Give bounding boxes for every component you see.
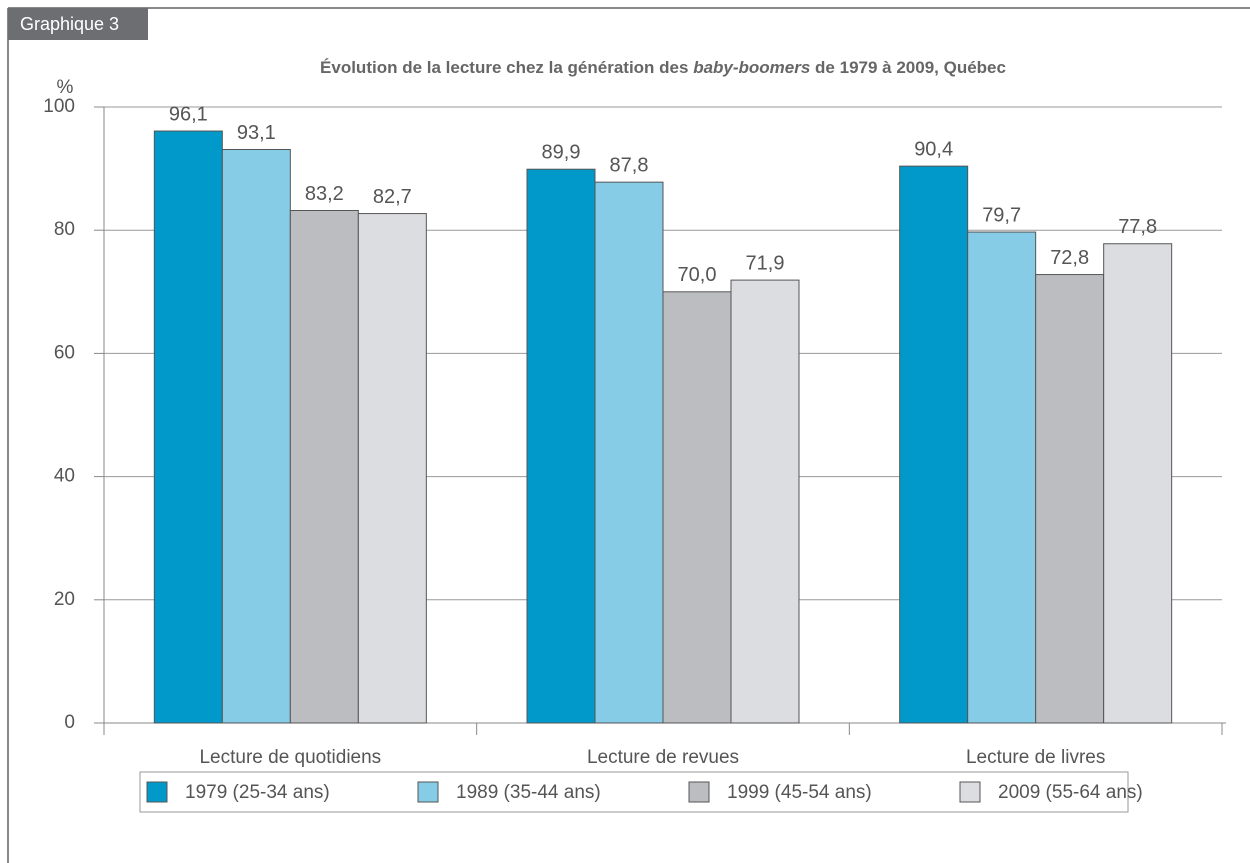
- value-label: 87,8: [610, 154, 649, 176]
- legend-label: 1979 (25-34 ans): [185, 782, 330, 803]
- value-label: 96,1: [169, 103, 208, 125]
- bar: [662, 291, 732, 724]
- bar: [289, 209, 359, 724]
- legend-label: 2009 (55-64 ans): [998, 782, 1143, 803]
- bar: [899, 165, 969, 724]
- legend-swatch: [417, 781, 439, 803]
- legend-swatch: [959, 781, 981, 803]
- y-axis-label: %: [57, 77, 74, 98]
- legend-label: 1999 (45-54 ans): [727, 782, 872, 803]
- bar: [153, 130, 223, 724]
- y-tick-label: 20: [54, 589, 75, 610]
- bar: [1035, 274, 1105, 724]
- value-label: 71,9: [746, 252, 785, 274]
- tab: [8, 8, 148, 40]
- bar: [730, 279, 800, 724]
- x-tick-label: Lecture de livres: [966, 747, 1105, 768]
- bar: [594, 181, 664, 724]
- x-tick-label: Lecture de quotidiens: [199, 747, 381, 768]
- value-label: 72,8: [1050, 247, 1089, 269]
- bar: [1103, 243, 1173, 724]
- value-label: 83,2: [305, 183, 344, 205]
- y-tick-label: 60: [54, 342, 75, 363]
- value-label: 90,4: [914, 138, 953, 160]
- legend-swatch: [146, 781, 168, 803]
- bar: [967, 231, 1037, 724]
- value-label: 70,0: [678, 264, 717, 286]
- y-tick-label: 0: [64, 712, 75, 733]
- legend-box: [139, 771, 1129, 813]
- bar: [526, 168, 596, 724]
- title-part: baby-boomers: [693, 58, 811, 77]
- title-part: de 1979 à 2009, Québec: [810, 58, 1006, 77]
- x-tick-label: Lecture de revues: [587, 747, 739, 768]
- value-label: 77,8: [1118, 216, 1157, 238]
- y-tick-label: 80: [54, 219, 75, 240]
- chart-title: Évolution de la lecture chez la générati…: [104, 58, 1222, 78]
- value-label: 82,7: [373, 186, 412, 208]
- legend-label: 1989 (35-44 ans): [456, 782, 601, 803]
- y-tick-label: 100: [43, 96, 75, 117]
- title-part: Évolution de la lecture chez la générati…: [320, 58, 694, 77]
- legend-swatch: [688, 781, 710, 803]
- value-label: 89,9: [542, 141, 581, 163]
- y-tick-label: 40: [54, 466, 75, 487]
- value-label: 93,1: [237, 122, 276, 144]
- value-label: 79,7: [982, 204, 1021, 226]
- bar: [357, 213, 427, 724]
- tab-label: Graphique 3: [20, 14, 119, 34]
- bar: [221, 149, 291, 724]
